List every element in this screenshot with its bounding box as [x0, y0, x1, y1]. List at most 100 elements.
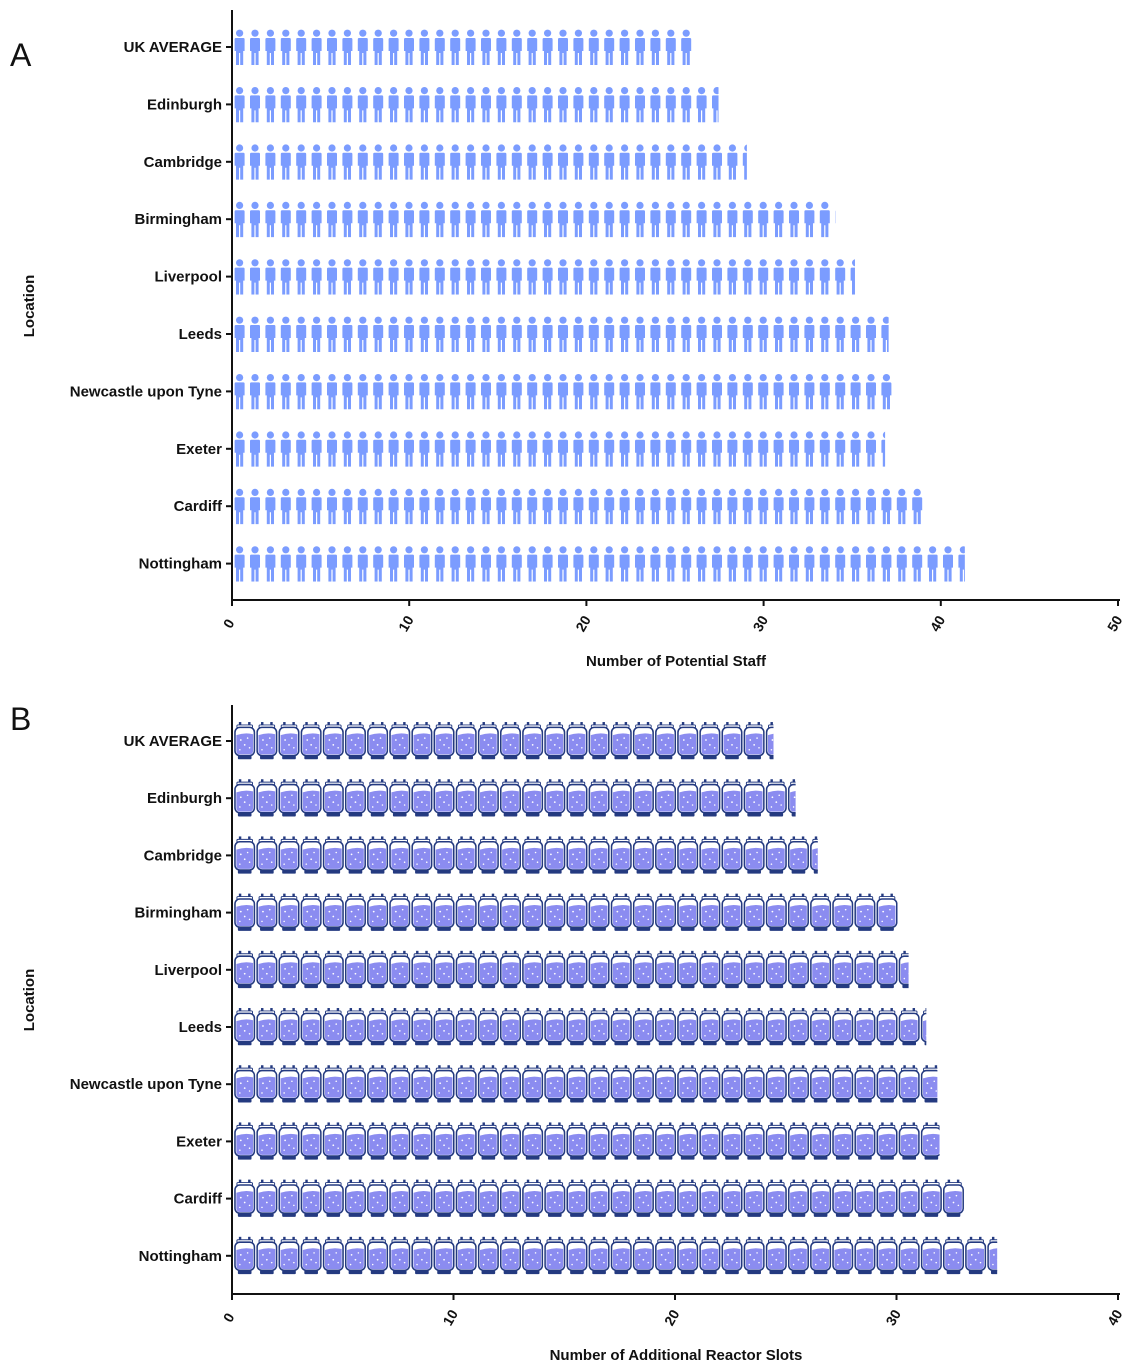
reactor-icon	[588, 892, 610, 932]
reactor-icon	[433, 1121, 455, 1161]
y-axis-title: Location	[21, 969, 38, 1032]
person-icon	[573, 546, 584, 582]
reactor-icon	[655, 892, 677, 932]
person-icon	[280, 87, 291, 123]
person-icon	[373, 316, 384, 352]
reactor-icon	[234, 835, 256, 875]
reactor-icon	[876, 892, 898, 932]
bar	[234, 144, 768, 180]
reactor-icon	[499, 835, 522, 875]
x-tick-label: 0	[220, 616, 238, 631]
reactor-icon	[677, 835, 699, 875]
reactor-icon	[743, 892, 765, 932]
person-icon	[758, 144, 768, 179]
person-icon	[789, 374, 799, 410]
person-icon	[265, 488, 276, 525]
reactor-icon	[810, 1236, 832, 1275]
reactor-icon	[787, 835, 809, 875]
person-icon	[635, 144, 645, 180]
person-icon	[234, 87, 245, 123]
person-icon	[388, 546, 399, 582]
person-icon	[496, 144, 507, 180]
person-icon	[527, 546, 538, 582]
person-icon	[681, 259, 692, 295]
reactor-icon	[721, 721, 743, 761]
reactor-icon	[256, 892, 278, 932]
reactor-icon	[588, 950, 610, 989]
reactor-icon	[544, 950, 566, 989]
person-icon	[450, 87, 461, 123]
person-icon	[558, 431, 568, 467]
reactor-icon	[632, 1007, 654, 1047]
reactor-icon	[433, 835, 455, 875]
person-icon	[265, 316, 276, 352]
reactor-icon	[544, 778, 566, 818]
reactor-icon	[632, 1178, 654, 1218]
person-icon	[896, 488, 907, 525]
person-icon	[296, 374, 307, 410]
person-icon	[650, 201, 661, 238]
person-icon	[280, 488, 291, 525]
person-icon	[619, 316, 630, 352]
person-icon	[280, 316, 291, 352]
category-label: Birmingham	[134, 211, 222, 228]
person-icon	[635, 546, 645, 582]
reactor-icon	[699, 950, 721, 989]
reactor-icon	[300, 1007, 322, 1047]
person-icon	[250, 259, 260, 295]
person-icon	[619, 144, 630, 180]
bar	[234, 201, 836, 238]
reactor-icon	[655, 1178, 677, 1218]
person-icon	[773, 431, 784, 467]
person-icon	[511, 144, 522, 180]
person-icon	[450, 488, 461, 525]
person-icon	[604, 87, 615, 123]
person-icon	[650, 431, 661, 467]
x-tick-label: 30	[749, 613, 771, 635]
reactor-icon	[522, 950, 544, 989]
person-icon	[481, 488, 491, 525]
person-icon	[588, 201, 599, 238]
reactor-icon	[278, 721, 300, 761]
reactor-icon	[610, 950, 632, 989]
reactor-icon	[588, 1236, 610, 1275]
person-icon	[789, 316, 799, 352]
reactor-icon	[610, 1121, 632, 1161]
reactor-icon	[499, 950, 522, 989]
person-icon	[357, 144, 368, 180]
person-icon	[527, 29, 538, 65]
person-icon	[327, 546, 337, 582]
person-icon	[234, 201, 245, 238]
person-icon	[588, 316, 599, 352]
person-icon	[681, 488, 692, 525]
person-icon	[265, 29, 276, 65]
person-icon	[943, 546, 953, 582]
reactor-icon	[588, 778, 610, 818]
reactor-icon	[522, 892, 544, 932]
person-icon	[712, 201, 722, 238]
person-icon	[511, 316, 522, 352]
person-icon	[897, 431, 907, 466]
person-icon	[897, 317, 907, 352]
reactor-icon	[942, 1178, 964, 1218]
reactor-icon	[876, 1178, 898, 1218]
person-icon	[250, 546, 260, 582]
bar	[234, 1236, 998, 1275]
person-icon	[527, 87, 538, 123]
reactor-icon	[632, 1121, 654, 1161]
person-icon	[250, 87, 260, 123]
reactor-icon	[477, 892, 499, 932]
reactor-icon	[278, 950, 300, 989]
person-icon	[404, 488, 414, 525]
reactor-icon	[566, 1007, 588, 1047]
person-icon	[958, 546, 965, 582]
reactor-icon	[411, 950, 433, 989]
reactor-icon	[832, 1007, 854, 1047]
reactor-icon	[966, 1180, 985, 1217]
category-label: Birmingham	[134, 905, 222, 922]
reactor-icon	[234, 721, 256, 761]
reactor-icon	[699, 1121, 721, 1161]
person-icon	[357, 87, 368, 123]
person-icon	[527, 144, 538, 180]
person-icon	[712, 87, 719, 123]
